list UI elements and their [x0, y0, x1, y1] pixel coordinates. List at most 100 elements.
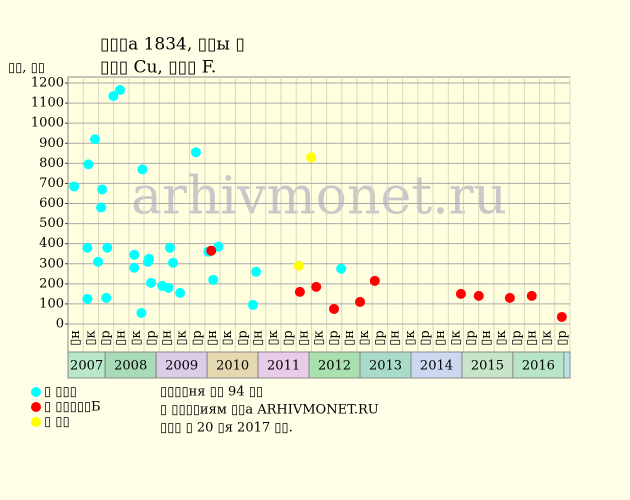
- slot-label: ▯р: [509, 330, 524, 345]
- year-band: [67, 351, 106, 379]
- year-band: [206, 351, 259, 379]
- legend-label: ▯ ▯▯: [44, 415, 70, 430]
- data-point: [163, 282, 174, 293]
- slot-label: ▯к: [540, 330, 555, 345]
- slot-label: ▯р: [464, 330, 479, 345]
- y-tick-label: 1100: [31, 96, 64, 111]
- slot-label: ▯р: [190, 330, 205, 345]
- year-label: 2012: [318, 359, 351, 374]
- chart-subtitle: ▯▯▯ Cu, ▯▯▯ F.: [100, 58, 216, 78]
- y-tick-label: 100: [39, 296, 64, 311]
- slot-label: ▯н: [479, 330, 494, 346]
- watermark: arhivmonet.ru: [131, 167, 507, 227]
- y-tick-label: 200: [39, 276, 64, 291]
- y-tick-label: 600: [39, 196, 64, 211]
- data-point: [114, 85, 125, 96]
- legend-marker: [31, 402, 41, 412]
- slot-label: ▯к: [266, 330, 281, 345]
- data-point: [294, 286, 305, 297]
- year-band: [359, 351, 412, 379]
- slot-label: ▯р: [372, 330, 387, 345]
- slot-label: ▯р: [555, 330, 570, 345]
- data-point: [208, 274, 219, 285]
- data-point: [102, 242, 113, 253]
- slot-label: ▯н: [68, 330, 83, 346]
- year-label: 2015: [471, 359, 504, 374]
- slot-label: ▯н: [433, 330, 448, 346]
- year-band: [461, 351, 514, 379]
- year-label: 2009: [165, 359, 198, 374]
- slot-label: ▯н: [524, 330, 539, 346]
- slot-label: ▯н: [159, 330, 174, 346]
- data-point: [136, 307, 147, 318]
- legend-label: ▯ ▯▯▯▯▯Б: [44, 400, 101, 415]
- year-label: 2008: [114, 359, 147, 374]
- year-label: 2016: [522, 359, 555, 374]
- slot-label: ▯к: [129, 330, 144, 345]
- data-point: [129, 262, 140, 273]
- slot-label: ▯р: [99, 330, 114, 345]
- data-point: [129, 249, 140, 260]
- slot-label: ▯н: [388, 330, 403, 346]
- slot-label: ▯н: [114, 330, 129, 346]
- data-point: [175, 287, 186, 298]
- data-point: [306, 152, 317, 163]
- data-point: [90, 134, 101, 145]
- legend-label: ▯ ▯▯▯: [44, 385, 77, 400]
- year-label: 2013: [369, 359, 402, 374]
- data-point: [473, 290, 484, 301]
- note: ▯ ▯▯▯▯иям ▯▯а ARHIVMONET.RU: [160, 403, 379, 418]
- year-label: 2011: [267, 359, 300, 374]
- year-label: 2010: [216, 359, 249, 374]
- y-tick-label: 300: [39, 256, 64, 271]
- year-label: 2007: [70, 359, 103, 374]
- year-band: [410, 351, 463, 379]
- year-band: [257, 351, 310, 379]
- data-point: [167, 257, 178, 268]
- data-point: [190, 147, 201, 158]
- slot-label: ▯р: [327, 330, 342, 345]
- slot-label: ▯р: [144, 330, 159, 345]
- y-axis-label: ▯▯, ▯▯: [8, 61, 45, 76]
- data-point: [293, 260, 304, 271]
- y-tick-label: 900: [39, 136, 64, 151]
- slot-label: ▯к: [220, 330, 235, 345]
- data-point: [251, 266, 262, 277]
- data-point: [526, 290, 537, 301]
- data-point: [336, 263, 347, 274]
- y-tick-label: 1000: [31, 116, 64, 131]
- data-point: [504, 292, 515, 303]
- data-point: [164, 242, 175, 253]
- data-point: [108, 91, 119, 102]
- y-tick-label: 500: [39, 216, 64, 231]
- slot-row: [67, 323, 571, 353]
- year-label: 2014: [420, 359, 453, 374]
- year-band: [512, 351, 565, 379]
- slot-label: ▯к: [448, 330, 463, 345]
- data-point: [144, 253, 155, 264]
- data-point: [137, 164, 148, 175]
- legend-marker: [31, 417, 41, 427]
- data-point: [96, 202, 107, 213]
- data-point: [83, 159, 94, 170]
- data-point: [82, 293, 93, 304]
- data-point: [97, 184, 108, 195]
- slot-label: ▯н: [296, 330, 311, 346]
- data-point: [101, 292, 112, 303]
- note: ▯▯▯▯ня ▯▯ 94 ▯▯: [160, 385, 263, 400]
- data-point: [311, 281, 322, 292]
- slot-label: ▯р: [235, 330, 250, 345]
- data-point: [556, 311, 567, 322]
- slot-label: ▯н: [205, 330, 220, 346]
- slot-label: ▯н: [342, 330, 357, 346]
- year-band: [308, 351, 361, 379]
- slot-label: ▯к: [357, 330, 372, 345]
- slot-label: ▯н: [251, 330, 266, 346]
- y-tick-label: 800: [39, 156, 64, 171]
- slot-label: ▯р: [281, 330, 296, 345]
- slot-label: ▯р: [418, 330, 433, 345]
- slot-label: ▯к: [312, 330, 327, 345]
- data-point: [206, 245, 217, 256]
- data-point: [82, 242, 93, 253]
